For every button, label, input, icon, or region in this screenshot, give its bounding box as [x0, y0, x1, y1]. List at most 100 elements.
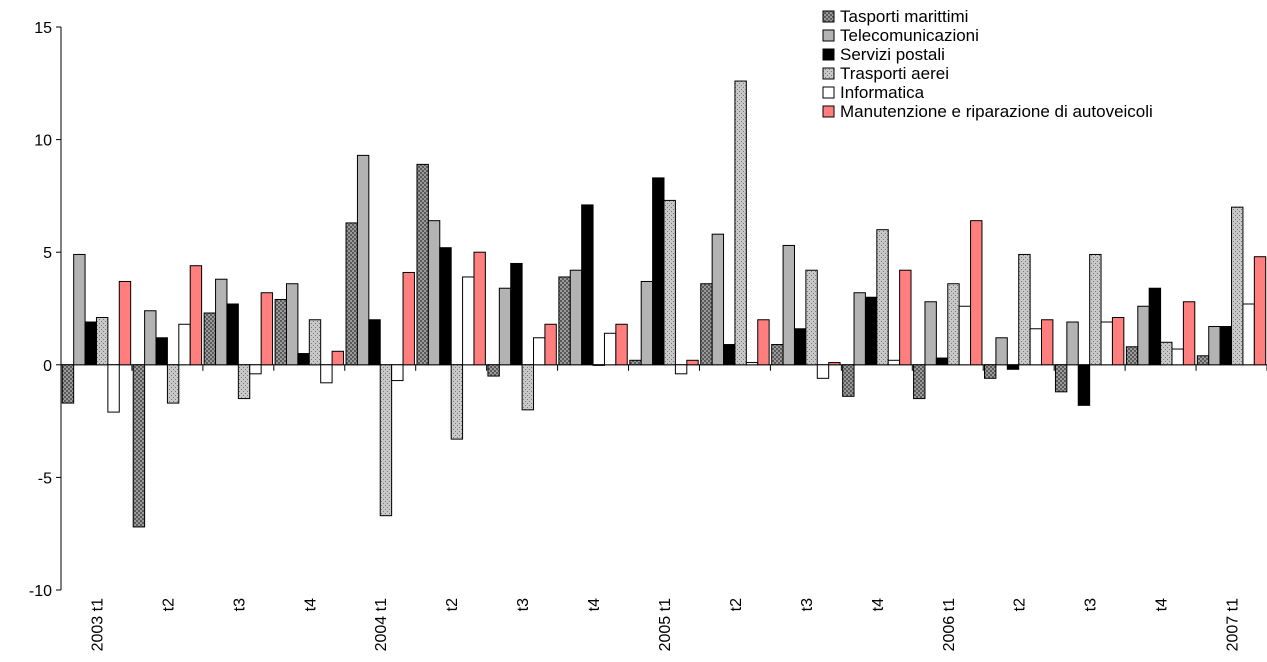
- legend-label: Tasporti marittimi: [840, 7, 968, 26]
- bar: [61, 364, 75, 404]
- bar: [1111, 317, 1125, 366]
- bar: [1160, 341, 1173, 366]
- bar: [876, 229, 889, 366]
- bar: [924, 301, 937, 366]
- x-tick-label: t4: [302, 598, 319, 611]
- bar: [416, 163, 429, 366]
- bar: [1018, 253, 1031, 366]
- y-tick-label: 0: [43, 358, 52, 375]
- bar: [1100, 321, 1113, 366]
- bar: [391, 364, 404, 382]
- bar: [771, 344, 784, 366]
- x-tick-label: 2007 t1: [1225, 598, 1242, 651]
- bar: [1219, 326, 1233, 366]
- bar: [793, 328, 807, 366]
- bar: [473, 251, 486, 366]
- x-tick-label: t3: [231, 598, 248, 611]
- y-tick-label: 5: [43, 245, 52, 262]
- bar: [1182, 301, 1196, 366]
- bar: [1077, 364, 1091, 406]
- x-tick-label: 2003 t1: [89, 598, 106, 651]
- bar: [95, 317, 109, 366]
- bar: [640, 280, 654, 366]
- bar: [581, 204, 594, 366]
- bar: [107, 364, 120, 413]
- legend-swatch: [822, 29, 835, 42]
- x-tick-label: t2: [728, 598, 745, 611]
- bar: [711, 233, 725, 366]
- bar: [782, 244, 795, 366]
- bar: [331, 350, 344, 366]
- bar: [629, 359, 642, 366]
- bar: [745, 362, 759, 366]
- legend-label: Trasporti aerei: [840, 64, 949, 83]
- bar: [1242, 303, 1255, 366]
- bar: [544, 323, 557, 366]
- bar: [356, 154, 370, 366]
- legend-swatch: [822, 86, 835, 99]
- bar: [686, 359, 699, 366]
- x-tick-label: 2005 t1: [657, 598, 674, 651]
- bar: [603, 332, 617, 366]
- y-tick-label: 10: [34, 133, 52, 150]
- legend-label: Telecomunicazioni: [840, 26, 979, 45]
- bar: [1089, 253, 1102, 366]
- bar: [368, 319, 381, 366]
- bar: [958, 305, 972, 366]
- bar: [1137, 305, 1150, 366]
- bar: [1253, 256, 1267, 366]
- bar: [887, 359, 901, 366]
- bar: [462, 276, 475, 366]
- x-tick-label: t2: [444, 598, 461, 611]
- bar: [498, 287, 512, 366]
- bar: [118, 280, 132, 366]
- legend-swatch: [822, 48, 835, 61]
- bar: [249, 364, 262, 375]
- bar: [1006, 364, 1020, 370]
- bar: [274, 298, 287, 366]
- bar: [226, 303, 239, 366]
- bar: [569, 269, 583, 366]
- bar: [1148, 287, 1162, 366]
- legend-label: Servizi postali: [840, 45, 945, 64]
- x-tick-label: t4: [586, 598, 603, 611]
- bar: [1231, 206, 1244, 366]
- bar: [379, 364, 393, 517]
- bar: [615, 323, 628, 366]
- x-tick-label: 2004 t1: [373, 598, 390, 651]
- bar: [260, 292, 274, 366]
- bar: [320, 364, 333, 384]
- bar: [73, 253, 86, 366]
- bar: [995, 337, 1008, 366]
- bar: [510, 262, 523, 366]
- bar: [663, 199, 676, 366]
- bar: [439, 247, 452, 366]
- bar: [297, 353, 310, 366]
- bar: [899, 269, 912, 366]
- bar: [84, 321, 97, 366]
- x-tick-label: t3: [515, 598, 532, 611]
- bar: [521, 364, 535, 411]
- bar: [757, 319, 770, 366]
- x-axis: 2003 t1 t2 t3 t4 2004 t1 t2 t3 t4 2005 t1 t2 t3 t4 2…: [60, 364, 1267, 651]
- bar: [652, 177, 665, 366]
- bar: [805, 269, 818, 366]
- bar: [674, 364, 688, 375]
- bar: [215, 278, 228, 366]
- bar: [189, 265, 203, 366]
- bar: [166, 364, 180, 404]
- bar: [155, 337, 168, 366]
- bar: [984, 364, 997, 379]
- y-tick-label: 15: [34, 20, 52, 37]
- x-tick-label: t4: [870, 598, 887, 611]
- bar: [237, 364, 251, 400]
- bar: [308, 319, 322, 366]
- bar: [533, 337, 546, 366]
- legend-label: Manutenzione e riparazione di autoveicol…: [840, 102, 1153, 121]
- bar: [1029, 328, 1043, 366]
- bar: [558, 276, 571, 366]
- bar: [816, 364, 830, 379]
- bar: [842, 364, 855, 397]
- legend-swatch: [822, 105, 835, 118]
- bar: [700, 283, 713, 366]
